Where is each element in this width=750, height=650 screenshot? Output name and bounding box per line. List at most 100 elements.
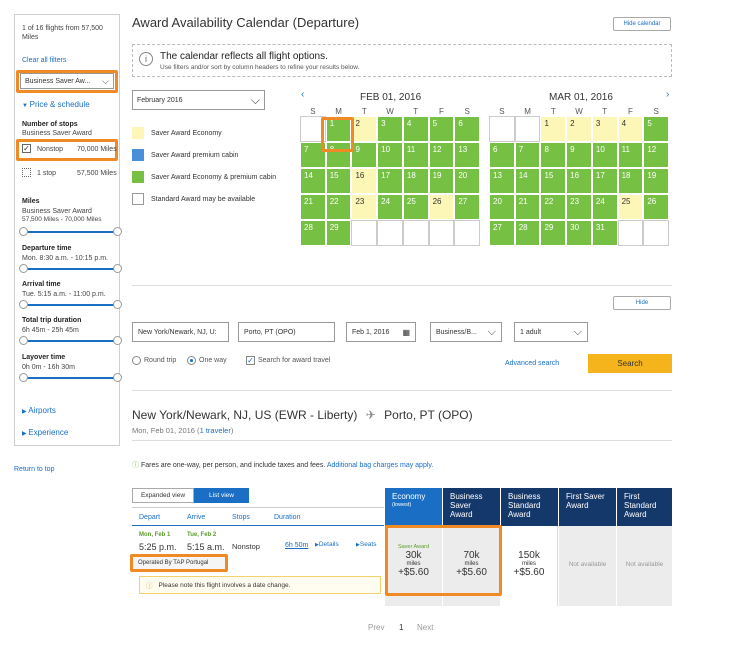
calendar-day[interactable]: 2	[351, 116, 378, 142]
calendar-day[interactable]: 7	[514, 142, 541, 168]
calendar-day[interactable]: 8	[540, 142, 567, 168]
list-view-button[interactable]: List view	[194, 488, 249, 503]
return-to-top-link[interactable]: Return to top	[14, 466, 55, 473]
calendar-day[interactable]: 10	[591, 142, 618, 168]
slider-handle-max[interactable]	[113, 264, 122, 273]
calendar-day[interactable]: 14	[514, 168, 541, 194]
calendar-day[interactable]: 5	[643, 116, 670, 142]
calendar-day[interactable]: 1	[325, 116, 352, 142]
hide-search-button[interactable]: Hide	[613, 296, 671, 310]
award-checkbox[interactable]: ✓	[246, 356, 255, 365]
advanced-search-link[interactable]: Advanced search	[505, 360, 560, 367]
origin-input[interactable]: New York/Newark, NJ, U:	[132, 322, 229, 342]
calendar-day[interactable]: 12	[643, 142, 670, 168]
calendar-day[interactable]: 17	[377, 168, 403, 194]
calendar-day[interactable]: 10	[377, 142, 403, 168]
calendar-day[interactable]: 18	[402, 168, 429, 194]
experience-toggle[interactable]: ▶ Experience	[22, 428, 68, 437]
airports-toggle[interactable]: ▶ Airports	[22, 406, 56, 415]
calendar-day[interactable]: 22	[540, 194, 567, 220]
calendar-day[interactable]: 23	[351, 194, 378, 220]
economy-header[interactable]: Economy (lowest)	[385, 488, 442, 526]
calendar-day[interactable]: 9	[566, 142, 592, 168]
calendar-day[interactable]: 9	[351, 142, 378, 168]
calendar-day[interactable]: 6	[454, 116, 481, 142]
business-standard-header[interactable]: Business Standard Award	[501, 488, 558, 526]
arrival-slider[interactable]	[19, 300, 122, 309]
calendar-day[interactable]: 21	[514, 194, 541, 220]
calendar-day[interactable]: 26	[428, 194, 455, 220]
slider-handle-max[interactable]	[113, 227, 122, 236]
calendar-day[interactable]: 15	[325, 168, 352, 194]
calendar-day[interactable]: 2	[566, 116, 592, 142]
slider-handle-max[interactable]	[113, 336, 122, 345]
calendar-day[interactable]: 27	[489, 220, 515, 246]
hide-calendar-button[interactable]: Hide calendar	[613, 17, 671, 31]
one-way-radio[interactable]	[187, 356, 196, 365]
slider-handle-min[interactable]	[19, 373, 28, 382]
calendar-day[interactable]: 24	[591, 194, 618, 220]
sort-duration[interactable]: Duration	[274, 514, 301, 521]
calendar-day[interactable]: 13	[454, 142, 481, 168]
business-saver-header[interactable]: Business Saver Award	[443, 488, 500, 526]
slider-handle-min[interactable]	[19, 300, 28, 309]
first-standard-header[interactable]: First Standard Award	[617, 488, 672, 526]
calendar-day[interactable]: 12	[428, 142, 455, 168]
calendar-day[interactable]: 27	[454, 194, 481, 220]
calendar-day[interactable]: 30	[566, 220, 592, 246]
calendar-day[interactable]: 11	[402, 142, 429, 168]
calendar-day[interactable]: 25	[617, 194, 644, 220]
first-saver-header[interactable]: First Saver Award	[559, 488, 616, 526]
calendar-day[interactable]: 4	[402, 116, 429, 142]
next-page[interactable]: Next	[417, 623, 434, 632]
slider-handle-max[interactable]	[113, 373, 122, 382]
travelers-select[interactable]: 1 adult ⌵	[514, 322, 588, 342]
details-link[interactable]: ▶Details	[315, 541, 339, 548]
calendar-day[interactable]: 29	[540, 220, 567, 246]
calendar-day[interactable]: 25	[402, 194, 429, 220]
price-schedule-toggle[interactable]: ▼ Price & schedule	[22, 100, 90, 109]
calendar-day[interactable]: 8	[325, 142, 352, 168]
layover-slider[interactable]	[19, 373, 122, 382]
sort-arrive[interactable]: Arrive	[187, 514, 206, 521]
business-saver-fare-cell[interactable]: 70k miles +$5.60	[443, 526, 500, 606]
calendar-day[interactable]: 4	[617, 116, 644, 142]
calendar-day[interactable]: 19	[643, 168, 670, 194]
calendar-day[interactable]: 24	[377, 194, 403, 220]
clear-filters-link[interactable]: Clear all filters	[22, 57, 67, 64]
slider-handle-max[interactable]	[113, 300, 122, 309]
prev-month-arrow[interactable]: ‹	[301, 89, 305, 100]
calendar-day[interactable]: 3	[591, 116, 618, 142]
calendar-day[interactable]: 1	[540, 116, 567, 142]
calendar-day[interactable]: 13	[489, 168, 515, 194]
duration-value[interactable]: 6h 50m	[285, 542, 309, 549]
seats-link[interactable]: ▶Seats	[356, 541, 376, 548]
calendar-day[interactable]: 29	[325, 220, 352, 246]
current-page[interactable]: 1	[399, 623, 404, 632]
date-input[interactable]: Feb 1, 2016 ▦	[346, 322, 416, 342]
cabin-select[interactable]: Business/B... ⌵	[430, 322, 502, 342]
calendar-day[interactable]: 5	[428, 116, 455, 142]
calendar-day[interactable]: 23	[566, 194, 592, 220]
prev-page[interactable]: Prev	[368, 623, 385, 632]
month-select[interactable]: February 2016 ⌵	[132, 90, 265, 110]
calendar-day[interactable]: 14	[300, 168, 326, 194]
expanded-view-button[interactable]: Expanded view	[132, 488, 194, 503]
calendar-day[interactable]: 19	[428, 168, 455, 194]
calendar-day[interactable]: 6	[489, 142, 515, 168]
calendar-day[interactable]: 28	[514, 220, 541, 246]
calendar-day[interactable]: 26	[643, 194, 670, 220]
calendar-day[interactable]: 20	[454, 168, 481, 194]
sort-depart[interactable]: Depart	[139, 514, 161, 521]
economy-fare-cell[interactable]: Saver Award 30k miles +$5.60	[385, 526, 442, 606]
round-trip-radio[interactable]	[132, 356, 141, 365]
next-month-arrow[interactable]: ›	[666, 89, 670, 100]
departure-slider[interactable]	[19, 264, 122, 273]
calendar-day[interactable]: 11	[617, 142, 644, 168]
miles-slider[interactable]	[19, 227, 122, 236]
calendar-day[interactable]: 18	[617, 168, 644, 194]
business-standard-fare-cell[interactable]: 150k miles +$5.60	[501, 526, 558, 606]
slider-handle-min[interactable]	[19, 336, 28, 345]
calendar-day[interactable]: 16	[566, 168, 592, 194]
bag-charges-link[interactable]: Additional bag charges may apply.	[326, 462, 434, 469]
